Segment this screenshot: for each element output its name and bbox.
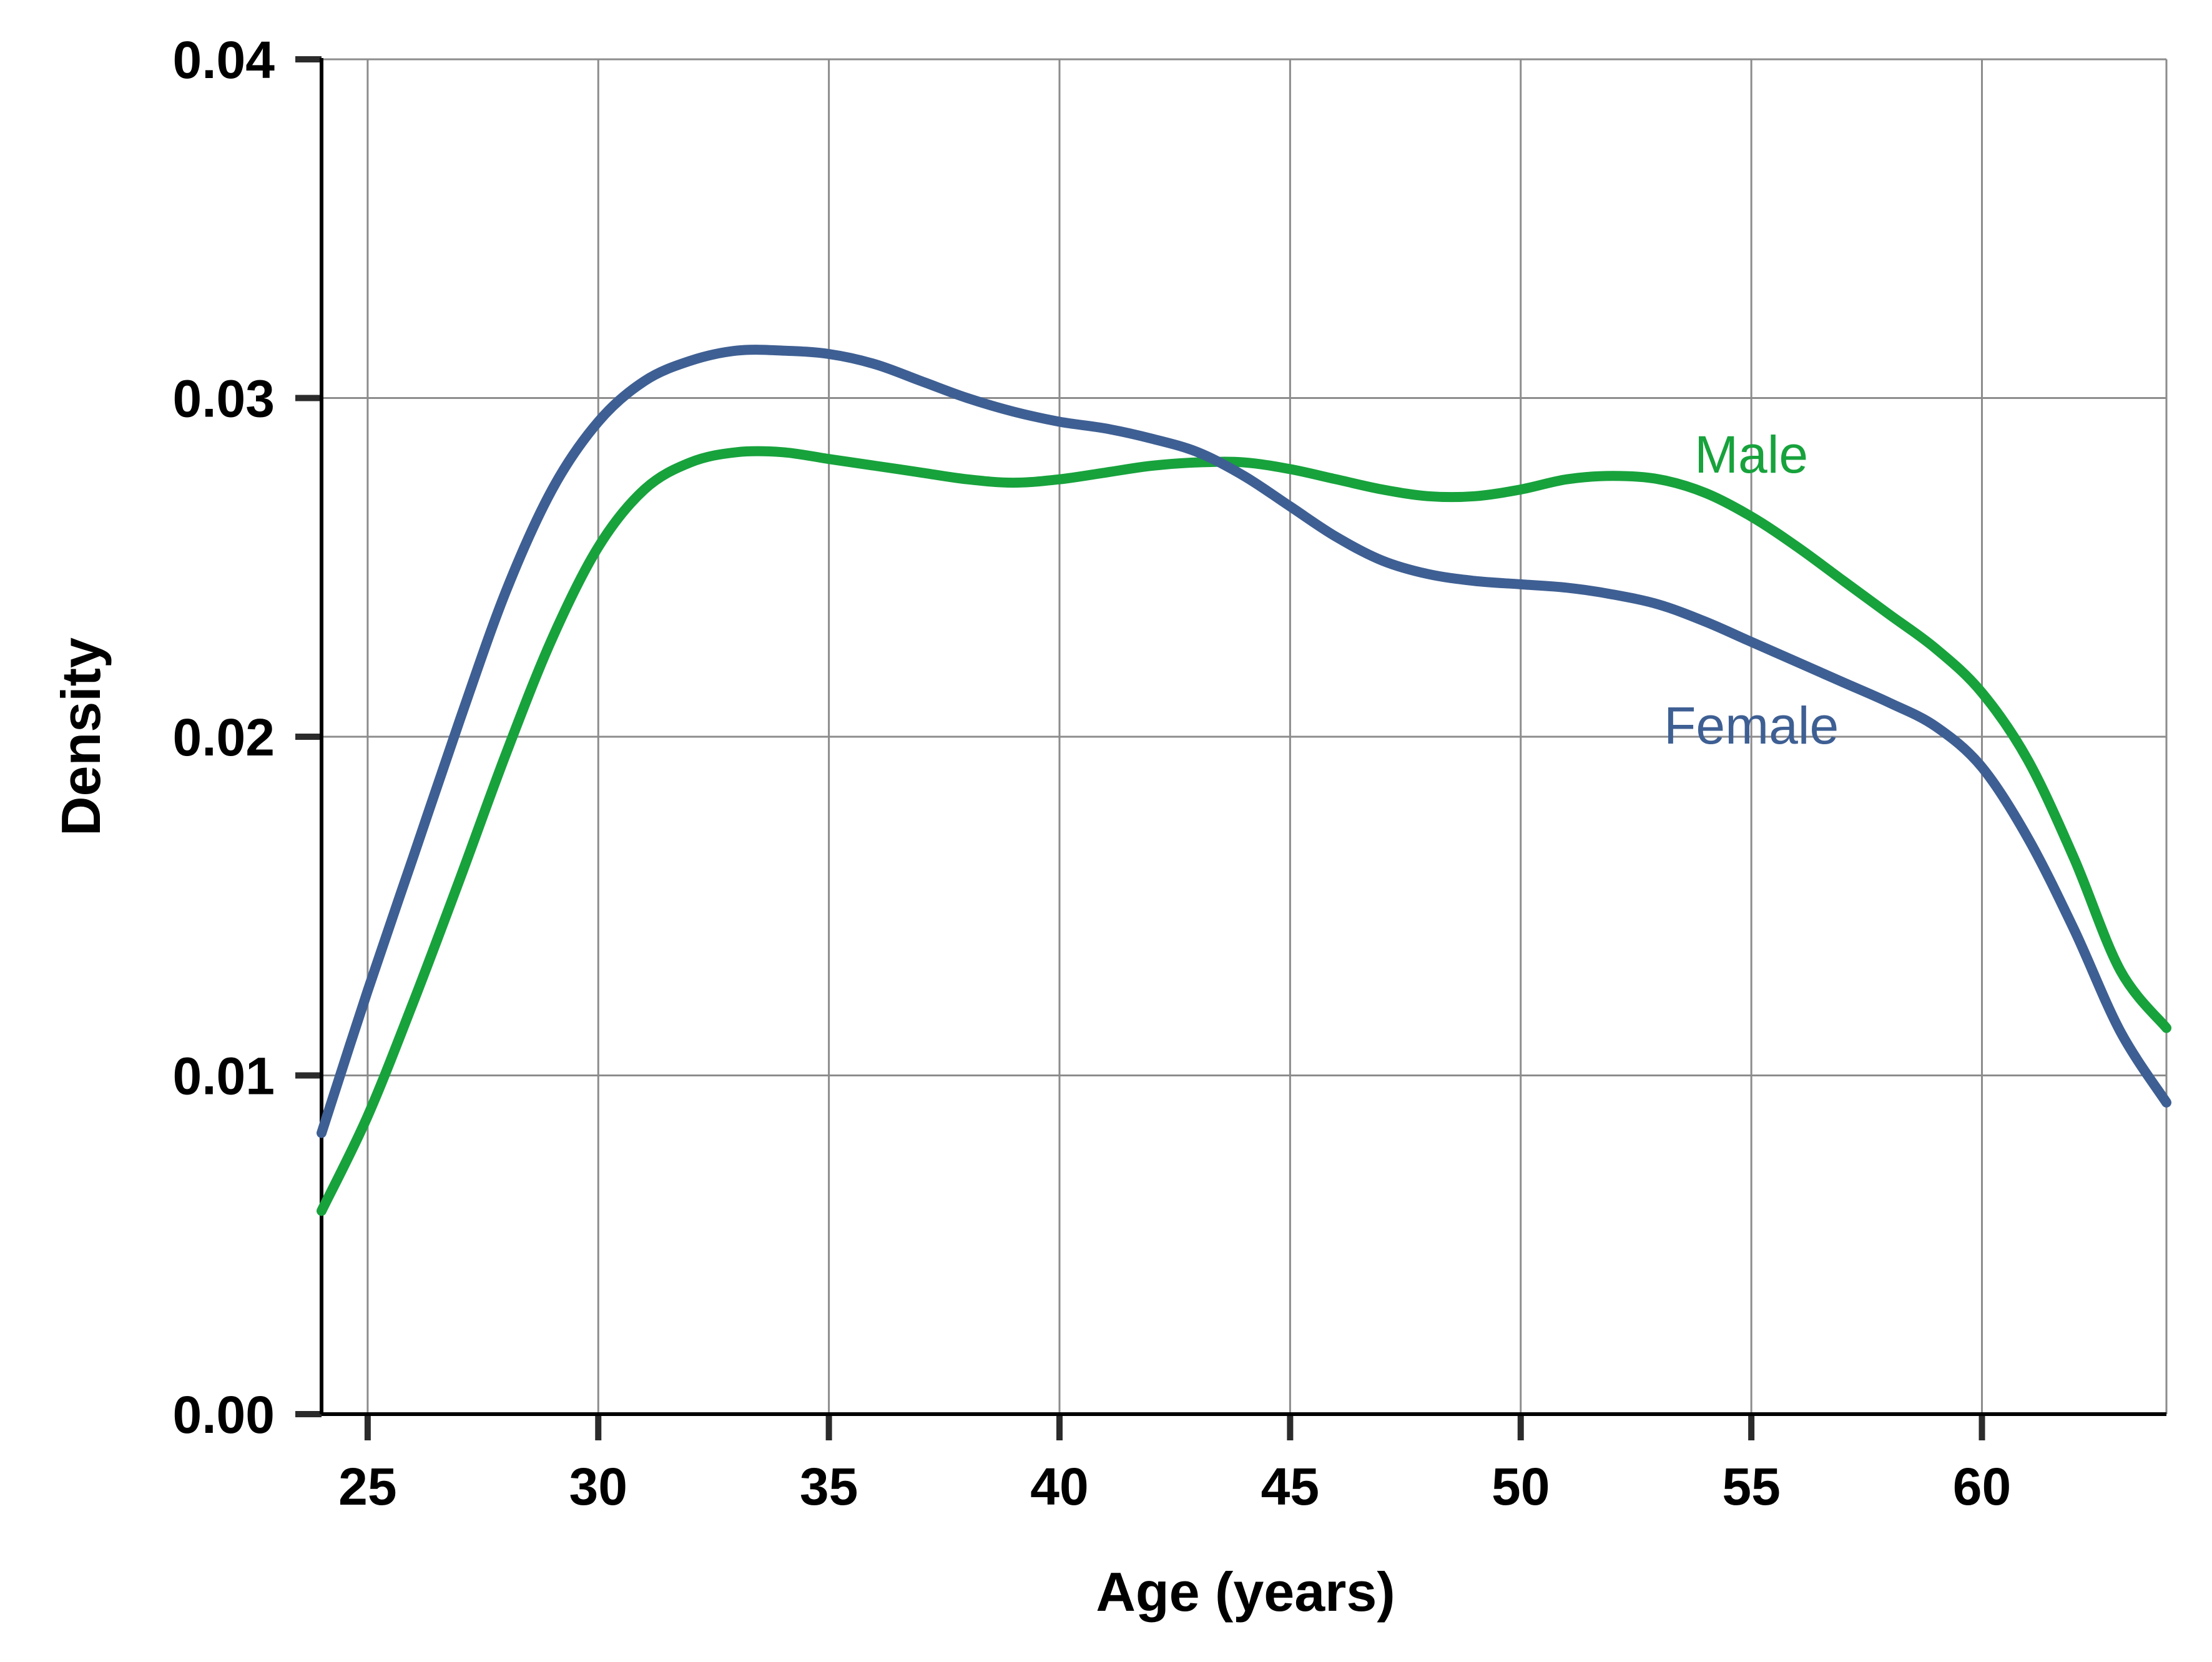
y-tick-label: 0.01: [173, 1047, 275, 1106]
grid: [322, 58, 2168, 1415]
x-axis-title: Age (years): [1096, 1561, 1395, 1623]
y-tick-label: 0.00: [173, 1385, 275, 1444]
y-axis-title: Density: [50, 637, 112, 836]
x-tick-label: 30: [569, 1457, 627, 1516]
series-line-female: [317, 345, 2171, 1138]
y-tick-label: 0.02: [173, 708, 275, 767]
x-tick-label: 40: [1030, 1457, 1088, 1516]
y-tick-label: 0.03: [173, 370, 275, 428]
series-label-male: Male: [1694, 425, 1808, 484]
y-tick-label: 0.04: [173, 31, 275, 89]
x-tick-label: 60: [1953, 1457, 2011, 1516]
series-label-female: Female: [1664, 696, 1839, 755]
x-tick-label: 55: [1722, 1457, 1780, 1516]
series: [317, 345, 2171, 1216]
x-tick-label: 25: [338, 1457, 396, 1516]
axes: [295, 56, 2166, 1440]
x-tick-label: 35: [800, 1457, 858, 1516]
x-tick-label: 50: [1492, 1457, 1550, 1516]
labels: 25 30 35 40 45 50 55 60 0.00 0.01 0.02 0.03 0.04 Male…: [173, 31, 2012, 1516]
x-tick-label: 45: [1261, 1457, 1319, 1516]
